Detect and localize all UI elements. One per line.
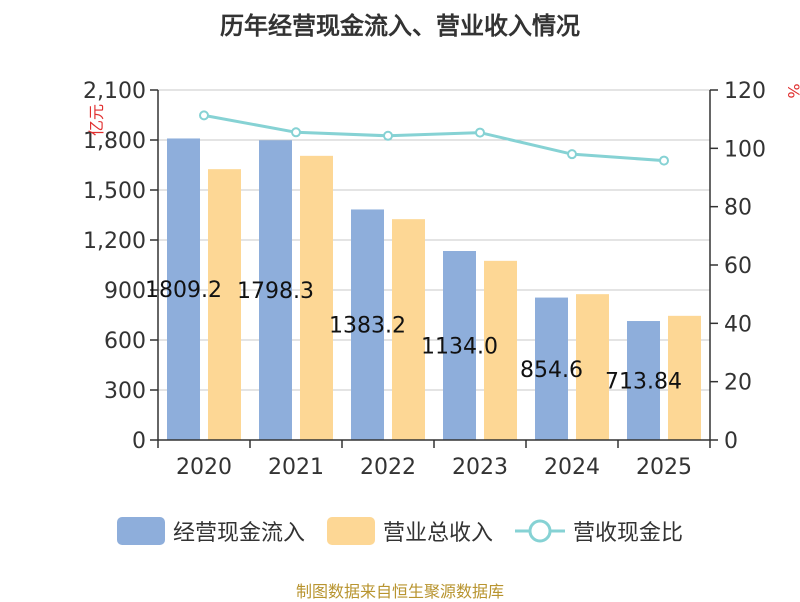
right-tick-label: 120 [724, 79, 766, 104]
right-tick-label: 40 [724, 312, 752, 337]
right-tick-label: 100 [724, 137, 766, 162]
left-tick-label: 600 [104, 329, 146, 354]
legend-swatch-ratio [515, 519, 565, 543]
right-tick-label: 0 [724, 429, 738, 454]
bar-cash-inflow [259, 140, 292, 441]
ratio-point [659, 155, 669, 166]
bar-revenue [300, 155, 333, 441]
ratio-point [383, 130, 393, 141]
legend-item-ratio[interactable]: 营收现金比 [515, 515, 683, 547]
legend-label-ratio: 营收现金比 [573, 521, 684, 546]
data-label-cash-inflow: 854.6 [520, 358, 583, 383]
left-axis-unit: 亿元 [87, 104, 106, 136]
ratio-point [567, 149, 577, 160]
bar-cash-inflow [535, 297, 568, 440]
ratio-point [475, 127, 485, 138]
bar-cash-inflow [167, 138, 200, 440]
left-tick-label: 0 [132, 429, 146, 454]
ratio-line [199, 110, 669, 166]
left-tick-label: 1,500 [83, 179, 146, 204]
x-tick-label: 2024 [544, 455, 600, 480]
chart-title: 历年经营现金流入、营业收入情况 [220, 12, 580, 40]
legend-item-revenue[interactable]: 营业总收入 [326, 515, 493, 547]
right-tick-label: 80 [724, 196, 752, 221]
bar-revenue [208, 169, 241, 440]
ratio-point [199, 110, 209, 121]
data-label-cash-inflow: 1809.2 [145, 278, 222, 303]
bar-revenue [484, 260, 517, 440]
x-tick-label: 2025 [636, 455, 692, 480]
x-tick-label: 2022 [360, 455, 416, 480]
data-labels: 1809.2 1798.3 1383.2 1134.0 854.6 713.84 [145, 278, 682, 394]
legend-label-revenue: 营业总收入 [382, 521, 493, 546]
legend-label-cash-inflow: 经营现金流入 [172, 521, 305, 546]
bar-revenue [392, 219, 425, 440]
legend-item-cash-inflow[interactable]: 经营现金流入 [116, 515, 305, 547]
right-tick-label: 60 [724, 254, 752, 279]
axes: 0 300 600 900 1,200 1,500 1,800 2,100 0 20 40 60 80 1… [83, 79, 766, 480]
right-axis-unit: % [784, 83, 800, 98]
ratio-point [291, 127, 301, 138]
legend: 经营现金流入 营业总收入 营收现金比 [0, 515, 800, 547]
data-label-cash-inflow: 1134.0 [421, 335, 498, 360]
data-label-cash-inflow: 1798.3 [237, 279, 314, 304]
ratio-polyline [203, 113, 665, 163]
data-label-cash-inflow: 1383.2 [329, 314, 406, 339]
left-tick-label: 1,800 [83, 129, 146, 154]
x-tick-label: 2020 [176, 455, 232, 480]
data-label-cash-inflow: 713.84 [605, 370, 682, 395]
right-tick-label: 20 [724, 371, 752, 396]
bar-revenue [668, 315, 701, 440]
left-tick-label: 2,100 [83, 79, 146, 104]
x-tick-label: 2023 [452, 455, 508, 480]
bar-cash-inflow [443, 251, 476, 440]
left-tick-label: 1,200 [83, 229, 146, 254]
bar-revenue [576, 294, 609, 440]
x-tick-label: 2021 [268, 455, 324, 480]
bar-cash-inflow [627, 321, 660, 440]
left-tick-label: 300 [104, 379, 146, 404]
bars [167, 138, 701, 441]
source-note: 制图数据来自恒生聚源数据库 [295, 582, 504, 601]
legend-swatch-cash-inflow [116, 517, 165, 545]
left-tick-label: 900 [104, 279, 146, 304]
legend-swatch-revenue [326, 517, 375, 545]
bar-cash-inflow [351, 209, 384, 440]
